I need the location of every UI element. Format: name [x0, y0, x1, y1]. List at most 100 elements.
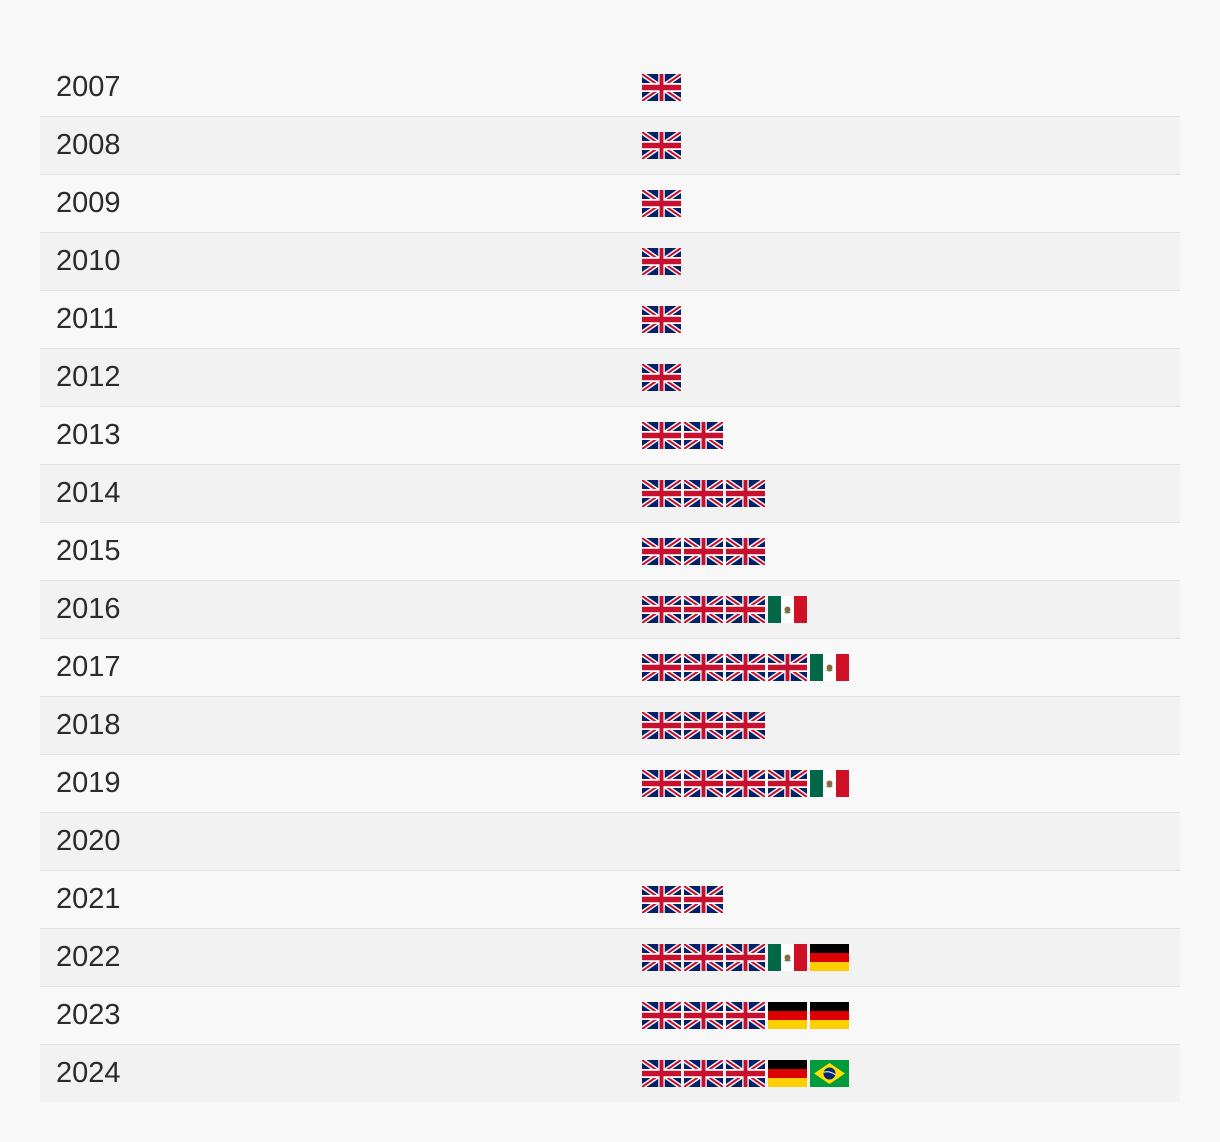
uk-flag-icon [642, 654, 681, 681]
table-row: 2023 [40, 987, 1180, 1045]
year-label: 2013 [56, 419, 121, 451]
uk-flag-icon [642, 480, 681, 507]
table-row: 2010 [40, 233, 1180, 291]
table-row: 2012 [40, 349, 1180, 407]
germany-flag-icon [768, 1002, 807, 1029]
flag-list [642, 654, 849, 681]
uk-flag-icon [642, 1060, 681, 1087]
uk-flag-icon [684, 422, 723, 449]
table-row: 2020 [40, 813, 1180, 871]
table-row: 2017 [40, 639, 1180, 697]
year-label: 2022 [56, 941, 121, 973]
uk-flag-icon [684, 654, 723, 681]
table-row: 2007 [40, 59, 1180, 117]
mexico-flag-icon [768, 944, 807, 971]
table-row: 2013 [40, 407, 1180, 465]
flag-list [642, 132, 681, 159]
flag-list [642, 248, 681, 275]
uk-flag-icon [642, 422, 681, 449]
year-label: 2014 [56, 477, 121, 509]
year-flags-table: 2007 2008 2009 2010 2011 2012 2013 2014 2015 2016… [40, 59, 1180, 1102]
flag-list [642, 1060, 849, 1087]
table-row: 2016 [40, 581, 1180, 639]
mexico-flag-icon [810, 770, 849, 797]
flag-list [642, 886, 723, 913]
uk-flag-icon [684, 886, 723, 913]
flag-list [642, 944, 849, 971]
table-row: 2018 [40, 697, 1180, 755]
year-label: 2024 [56, 1057, 121, 1089]
year-label: 2008 [56, 129, 121, 161]
mexico-flag-icon [810, 654, 849, 681]
germany-flag-icon [810, 1002, 849, 1029]
table-row: 2011 [40, 291, 1180, 349]
table-row: 2015 [40, 523, 1180, 581]
year-label: 2023 [56, 999, 121, 1031]
uk-flag-icon [726, 654, 765, 681]
uk-flag-icon [642, 596, 681, 623]
table-row: 2019 [40, 755, 1180, 813]
uk-flag-icon [642, 944, 681, 971]
flag-list [642, 712, 765, 739]
year-label: 2007 [56, 71, 121, 103]
uk-flag-icon [684, 944, 723, 971]
uk-flag-icon [726, 712, 765, 739]
uk-flag-icon [642, 306, 681, 333]
uk-flag-icon [684, 480, 723, 507]
uk-flag-icon [726, 1002, 765, 1029]
uk-flag-icon [642, 770, 681, 797]
table-row: 2009 [40, 175, 1180, 233]
uk-flag-icon [684, 596, 723, 623]
flag-list [642, 480, 765, 507]
uk-flag-icon [642, 132, 681, 159]
table-row: 2021 [40, 871, 1180, 929]
germany-flag-icon [810, 944, 849, 971]
year-label: 2021 [56, 883, 121, 915]
flag-list [642, 190, 681, 217]
flag-list [642, 422, 723, 449]
uk-flag-icon [726, 1060, 765, 1087]
uk-flag-icon [726, 538, 765, 565]
year-label: 2009 [56, 187, 121, 219]
uk-flag-icon [768, 654, 807, 681]
uk-flag-icon [642, 74, 681, 101]
uk-flag-icon [642, 364, 681, 391]
mexico-flag-icon [768, 596, 807, 623]
uk-flag-icon [768, 770, 807, 797]
uk-flag-icon [684, 1060, 723, 1087]
uk-flag-icon [684, 770, 723, 797]
year-label: 2011 [56, 303, 119, 335]
year-label: 2017 [56, 651, 121, 683]
uk-flag-icon [642, 190, 681, 217]
uk-flag-icon [642, 1002, 681, 1029]
flag-list [642, 538, 765, 565]
uk-flag-icon [642, 248, 681, 275]
germany-flag-icon [768, 1060, 807, 1087]
uk-flag-icon [642, 538, 681, 565]
year-label: 2010 [56, 245, 121, 277]
year-label: 2020 [56, 825, 121, 857]
uk-flag-icon [642, 886, 681, 913]
uk-flag-icon [726, 944, 765, 971]
flag-list [642, 596, 807, 623]
flag-list [642, 364, 681, 391]
year-label: 2018 [56, 709, 121, 741]
uk-flag-icon [726, 770, 765, 797]
brazil-flag-icon [810, 1060, 849, 1087]
year-label: 2012 [56, 361, 121, 393]
uk-flag-icon [684, 1002, 723, 1029]
table-row: 2008 [40, 117, 1180, 175]
flag-list [642, 770, 849, 797]
uk-flag-icon [726, 596, 765, 623]
uk-flag-icon [726, 480, 765, 507]
year-label: 2016 [56, 593, 121, 625]
flag-list [642, 306, 681, 333]
flag-list [642, 74, 681, 101]
uk-flag-icon [642, 712, 681, 739]
year-label: 2015 [56, 535, 121, 567]
flag-list [642, 1002, 849, 1029]
table-row: 2014 [40, 465, 1180, 523]
table-row: 2022 [40, 929, 1180, 987]
uk-flag-icon [684, 712, 723, 739]
uk-flag-icon [684, 538, 723, 565]
